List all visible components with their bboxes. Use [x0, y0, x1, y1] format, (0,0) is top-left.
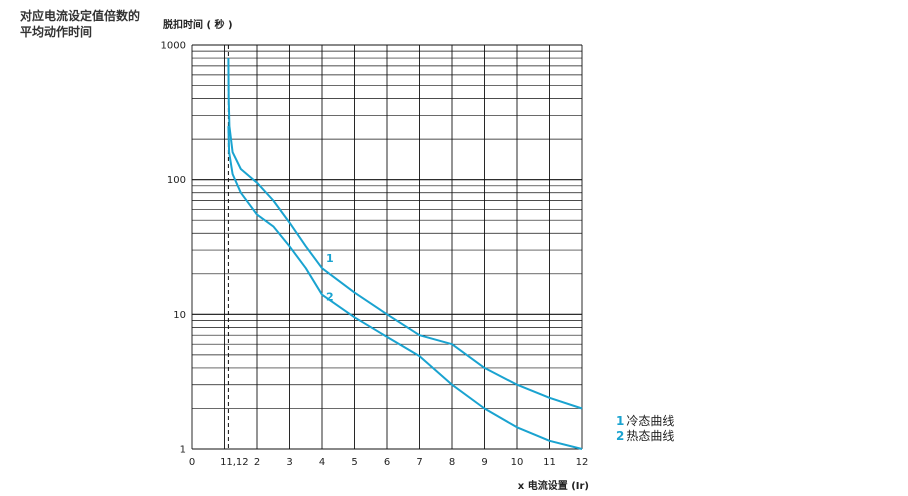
x-tick-label: 1: [220, 457, 226, 468]
x-tick-label: 11: [543, 457, 556, 468]
curve-number-label: 1: [326, 252, 334, 265]
legend-number: 2: [616, 429, 625, 443]
curve-2: [227, 126, 583, 450]
y-tick-label: 100: [167, 175, 186, 186]
x-tick-label: 1,12: [226, 457, 248, 468]
legend-item-hot: 2 热态曲线: [616, 429, 674, 444]
x-tick-label: 4: [319, 457, 325, 468]
x-tick-label: 8: [449, 457, 455, 468]
x-tick-label: 12: [576, 457, 589, 468]
y-tick-label: 10: [173, 310, 186, 321]
curves: 12: [227, 58, 583, 450]
legend-label: 冷态曲线: [626, 414, 675, 428]
curve-1: [227, 58, 583, 410]
x-tick-label: 9: [481, 457, 487, 468]
x-tick-label: 2: [254, 457, 260, 468]
legend: 1 冷态曲线 2 热态曲线: [616, 414, 674, 444]
x-tick-label: 10: [511, 457, 524, 468]
x-tick-label: 5: [351, 457, 357, 468]
x-tick-label: 0: [189, 457, 195, 468]
x-axis-label: x 电流设置 (Ir): [518, 479, 589, 492]
legend-number: 1: [616, 414, 625, 428]
legend-label: 热态曲线: [626, 429, 675, 443]
curve-number-label: 2: [326, 291, 334, 304]
y-tick-label: 1000: [161, 41, 186, 52]
y-axis-label: 脱扣时间 ( 秒 ): [163, 18, 233, 31]
x-tick-label: 6: [384, 457, 390, 468]
x-tick-label: 3: [286, 457, 292, 468]
y-tick-label: 1: [180, 445, 186, 456]
x-tick-label: 7: [416, 457, 422, 468]
chart-caption: 对应电流设定值倍数的 平均动作时间: [20, 9, 141, 39]
grid-lines: [191, 44, 583, 450]
legend-item-cold: 1 冷态曲线: [616, 414, 674, 429]
